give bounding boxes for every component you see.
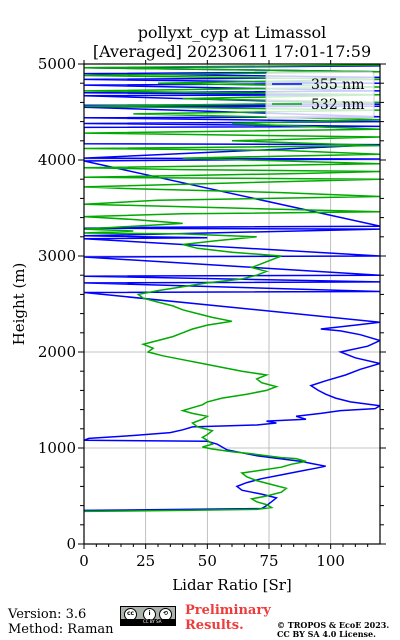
x-tick-label-100: 100 — [316, 552, 345, 570]
y-tick-label-3000: 3000 — [38, 247, 76, 265]
x-tick-label-75: 75 — [259, 552, 278, 570]
x-tick-label-25: 25 — [136, 552, 155, 570]
y-tick-label-1000: 1000 — [38, 439, 76, 457]
legend: 355 nm 532 nm — [265, 71, 375, 119]
method-text: Method: Raman — [8, 622, 114, 637]
cc-band: CC BY SA — [121, 619, 175, 625]
copyright-line2: CC BY SA 4.0 License. — [277, 629, 376, 639]
x-tick-label-50: 50 — [198, 552, 217, 570]
x-axis-label: Lidar Ratio [Sr] — [172, 576, 292, 594]
series-line-355-nm — [84, 65, 380, 512]
legend-label-532: 532 nm — [311, 97, 364, 113]
y-tick-label-2000: 2000 — [38, 343, 76, 361]
chart-title: pollyxt_cyp at Limassol — [138, 23, 327, 42]
x-tick-label-0: 0 — [79, 552, 89, 570]
legend-label-355: 355 nm — [311, 77, 364, 93]
y-axis-label: Height (m) — [10, 263, 28, 346]
version-text: Version: 3.6 — [8, 607, 87, 622]
y-tick-label-5000: 5000 — [38, 55, 76, 73]
cc-band-text: CC BY SA — [143, 619, 162, 624]
cc-license-icon: cc i ⟲ CC BY SA — [120, 606, 176, 626]
series-layer — [84, 64, 380, 513]
series-line-532-nm — [84, 64, 380, 513]
preliminary-notice-line2: Results. — [185, 618, 244, 633]
y-tick-label-4000: 4000 — [38, 151, 76, 169]
copyright-line1: © TROPOS & EcoE 2023. — [277, 620, 390, 630]
y-tick-label-0: 0 — [66, 535, 76, 553]
chart-subtitle: [Averaged] 20230611 17:01-17:59 — [93, 42, 371, 61]
preliminary-notice-line1: Preliminary — [185, 603, 271, 618]
